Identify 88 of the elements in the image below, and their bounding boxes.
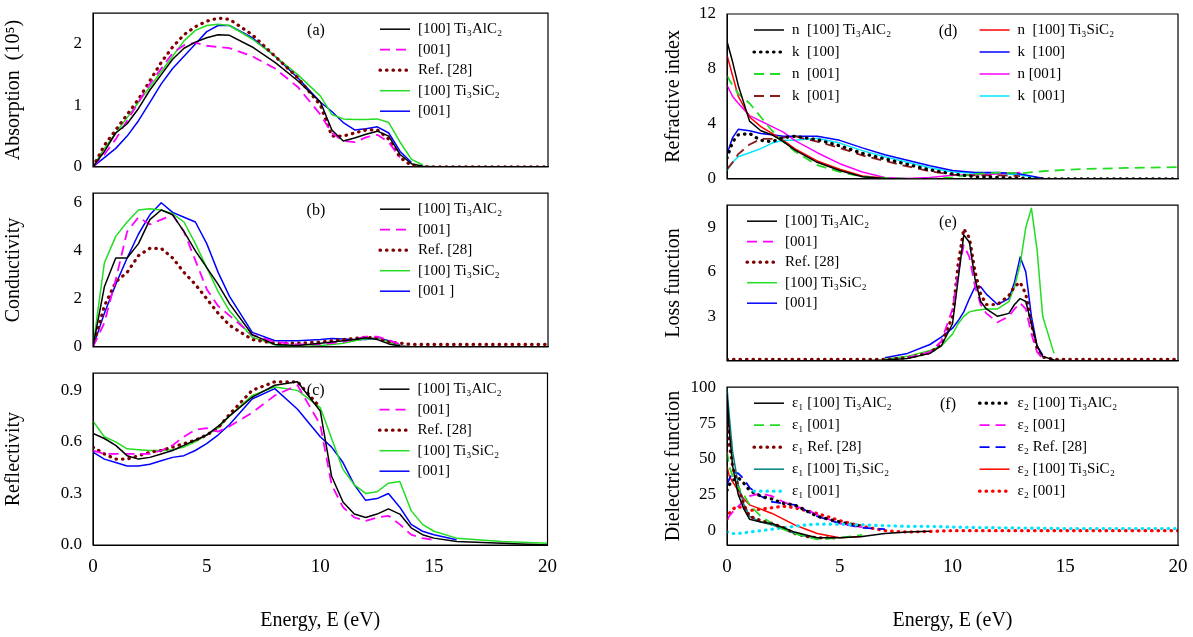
legend-label: ε₁ [100] Ti₃AlC₂: [792, 394, 892, 411]
y-tick-label: 9: [707, 216, 716, 236]
y-axis-title: Reflectivity: [1, 411, 25, 507]
legend-label: [100] Ti₃SiC₂: [785, 273, 867, 290]
legend-label: [001 ]: [418, 282, 455, 299]
x-tick-label: 5: [201, 555, 212, 577]
legend-label: k [001]: [792, 86, 840, 103]
legend-label: ε₁ [100] Ti₃SiC₂: [792, 460, 890, 477]
x-axis-title: Energy, E (eV): [892, 608, 1013, 632]
legend-label: [100] Ti₃SiC₂: [418, 261, 500, 278]
x-tick-label: 10: [310, 555, 330, 577]
legend-label: Ref. [28]: [785, 253, 840, 270]
legend-label: k [100]: [1017, 42, 1066, 59]
legend-label: Ref. [28]: [417, 421, 472, 438]
y-tick-label: 3: [707, 305, 716, 325]
legend-label: k [001]: [1017, 86, 1066, 103]
legend-label: ε₂ [001]: [1017, 482, 1066, 499]
y-tick-label: 6: [707, 261, 716, 281]
legend-label: ε₁ Ref. [28]: [792, 438, 862, 455]
y-axis-title: Dielectric function: [661, 390, 684, 542]
y-tick-label: 0: [73, 336, 82, 356]
legend-label: [100] Ti₃AlC₂: [785, 212, 870, 229]
line-series: [727, 522, 1178, 536]
annotation: (e): [939, 213, 957, 232]
line-series: [727, 135, 1022, 177]
legend-label: [001]: [418, 102, 451, 119]
line-series: [906, 244, 1044, 360]
legend-label: ε₂ [001]: [1017, 416, 1066, 433]
legend-label: [001]: [785, 294, 818, 311]
y-tick-label: 1: [73, 94, 82, 114]
y-tick-label: 50: [699, 448, 716, 468]
x-tick-label: 0: [88, 555, 98, 577]
legend-label: [001]: [418, 40, 451, 57]
y-axis-title: Absorption (10⁵): [1, 19, 25, 161]
legend-label: n [100] Ti₃SiC₂: [1017, 20, 1115, 37]
legend-label: n [001]: [1017, 64, 1062, 81]
legend-label: ε₂ [100] Ti₃SiC₂: [1017, 460, 1115, 477]
y-tick-label: 2: [73, 288, 82, 308]
y-axis-title: Conductivity: [1, 217, 25, 323]
x-tick-label: 5: [835, 555, 845, 577]
legend-label: ε₁ [001]: [792, 416, 840, 433]
y-tick-label: 4: [73, 240, 83, 260]
annotation: (c): [306, 381, 325, 400]
legend-label: n [100] Ti₃AlC₂: [792, 20, 892, 37]
annotation: (d): [938, 22, 958, 41]
annotation: (b): [306, 201, 326, 220]
y-tick-label: 6: [73, 192, 82, 212]
annotation: (f): [940, 395, 956, 414]
legend-label: ε₁ [001]: [792, 482, 840, 499]
legend-label: [001]: [785, 232, 818, 249]
legend-label: ε₂ Ref. [28]: [1017, 438, 1087, 455]
y-axis-title: Loss function: [661, 228, 684, 338]
y-tick-label: 0: [707, 168, 716, 188]
legend-label: [001]: [417, 400, 450, 417]
y-tick-label: 2: [73, 33, 82, 53]
y-tick-label: 0: [707, 520, 716, 540]
legend-label: n [001]: [792, 64, 840, 81]
legend-label: [100] Ti₃AlC₂: [417, 380, 502, 397]
legend-label: [100] Ti₃SiC₂: [417, 441, 500, 458]
y-tick-label: 0.3: [60, 482, 82, 502]
y-tick-label: 0.9: [60, 379, 82, 399]
y-tick-label: 75: [699, 412, 716, 432]
y-tick-label: 0: [73, 156, 82, 176]
legend-label: ε₂ [100] Ti₃AlC₂: [1017, 394, 1118, 411]
x-tick-label: 15: [424, 555, 444, 577]
x-tick-label: 20: [1168, 555, 1188, 577]
legend-label: [100] Ti₃SiC₂: [418, 81, 500, 98]
y-tick-label: 100: [690, 376, 716, 396]
x-tick-label: 20: [538, 555, 557, 577]
legend-label: k [100]: [792, 42, 840, 59]
y-tick-label: 25: [699, 484, 716, 504]
legend-label: [001]: [417, 462, 450, 479]
legend-label: Ref. [28]: [418, 61, 473, 78]
legend-label: [001]: [418, 220, 451, 237]
y-axis-title: Refractive index: [661, 30, 684, 163]
x-axis-title: Energy, E (eV): [260, 608, 381, 632]
y-tick-label: 4: [707, 113, 717, 133]
y-tick-label: 0.6: [60, 431, 82, 451]
x-tick-label: 0: [722, 555, 732, 577]
annotation: (a): [307, 21, 325, 40]
x-tick-label: 10: [943, 555, 962, 577]
y-tick-label: 12: [699, 3, 716, 23]
y-tick-label: 0.0: [60, 534, 82, 554]
legend-label: Ref. [28]: [418, 241, 473, 258]
y-tick-label: 8: [707, 58, 716, 78]
legend-label: [100] Ti₃AlC₂: [418, 20, 503, 37]
legend-label: [100] Ti₃AlC₂: [418, 200, 503, 217]
x-tick-label: 15: [1055, 555, 1075, 577]
